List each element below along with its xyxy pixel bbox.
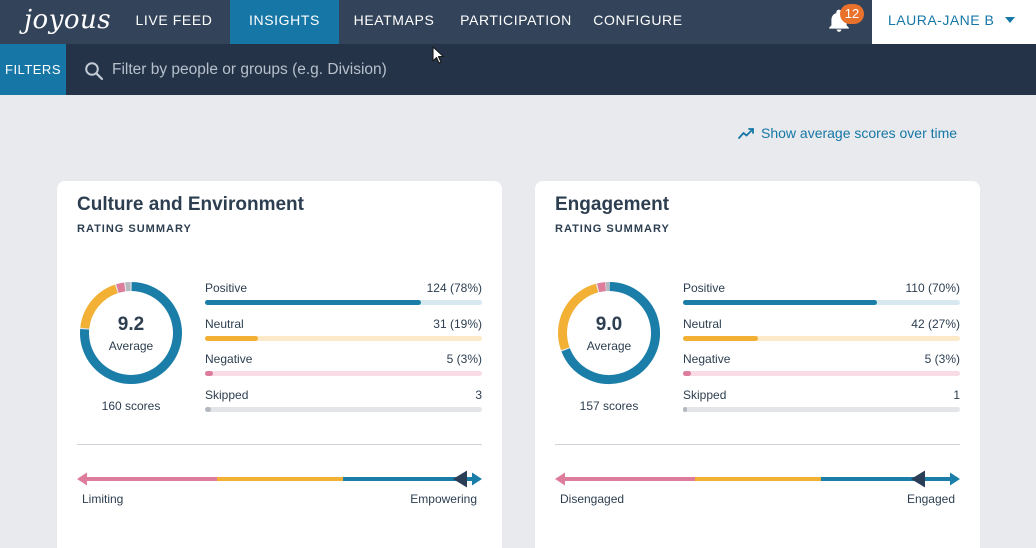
scale-score-marker: [453, 470, 467, 488]
scale-low-label: Limiting: [82, 492, 124, 506]
joyous-logo[interactable]: joyous: [24, 5, 112, 35]
negative-value: 5 (3%): [924, 352, 960, 366]
trend-line-icon: [738, 128, 754, 139]
show-average-scores-label[interactable]: Show average scores over time: [761, 125, 958, 141]
positive-bar-fill: [205, 300, 422, 305]
positive-value: 110 (70%): [905, 281, 960, 295]
neutral-label: Neutral: [205, 317, 244, 331]
top-nav: joyous LIVE FEED INSIGHTS HEATMAPS PARTI…: [0, 0, 1036, 44]
scale-low-label: Disengaged: [560, 492, 625, 506]
sentiment-scale: [77, 470, 482, 488]
search-icon: [85, 62, 104, 81]
rating-card-culture: Culture and Environment RATING SUMMARY 9…: [57, 181, 502, 548]
neutral-bar-fill: [683, 336, 758, 341]
skipped-label: Skipped: [205, 388, 249, 402]
negative-label: Negative: [205, 352, 253, 366]
card-subtitle: RATING SUMMARY: [77, 223, 192, 235]
negative-label: Negative: [683, 352, 731, 366]
show-average-scores-link[interactable]: Show average scores over time: [738, 123, 957, 143]
scale-left-arrow: [77, 472, 87, 486]
mouse-cursor-icon: [432, 46, 445, 64]
negative-bar: [683, 371, 960, 376]
rating-card-engagement: Engagement RATING SUMMARY 9.0 Average 15…: [535, 181, 980, 548]
skipped-value: 3: [475, 388, 482, 402]
rating-donut-chart: [80, 282, 182, 384]
notification-badge: 12: [840, 4, 864, 24]
donut-negative-segment: [116, 282, 126, 293]
scale-high-label: Empowering: [410, 492, 477, 506]
negative-value: 5 (3%): [446, 352, 482, 366]
scale-right-arrow: [950, 472, 960, 486]
donut-negative-segment: [597, 282, 606, 293]
positive-bar-fill: [683, 300, 877, 305]
neutral-value: 31 (19%): [433, 317, 482, 331]
average-label: Average: [586, 339, 632, 353]
skipped-bar: [683, 407, 960, 412]
search-input[interactable]: [112, 52, 712, 88]
skipped-bar: [205, 407, 482, 412]
neutral-bar: [205, 336, 482, 341]
skipped-label: Skipped: [683, 388, 727, 402]
scale-score-marker: [911, 470, 925, 488]
donut-positive-segment: [561, 282, 660, 384]
scale-right-arrow: [472, 472, 482, 486]
divider: [77, 444, 482, 445]
card-title: Engagement: [555, 194, 670, 215]
filters-button[interactable]: FILTERS: [0, 44, 66, 95]
positive-bar: [205, 300, 482, 305]
skipped-bar-fill: [205, 407, 211, 412]
negative-bar-fill: [205, 371, 214, 376]
score-count: 157 scores: [579, 399, 639, 413]
average-score: 9.2: [117, 314, 145, 335]
sentiment-scale: [555, 470, 960, 488]
donut-positive-segment: [80, 282, 182, 384]
skipped-bar-fill: [683, 407, 687, 412]
neutral-bar-fill: [205, 336, 258, 341]
positive-label: Positive: [205, 281, 248, 295]
positive-bar: [683, 300, 960, 305]
positive-value: 124 (78%): [426, 281, 482, 295]
card-title: Culture and Environment: [77, 194, 304, 215]
user-name[interactable]: LAURA-JANE B: [888, 12, 995, 28]
positive-label: Positive: [683, 281, 726, 295]
nav-insights[interactable]: INSIGHTS: [230, 0, 339, 44]
neutral-bar: [683, 336, 960, 341]
negative-bar-fill: [683, 371, 692, 376]
card-subtitle: RATING SUMMARY: [555, 223, 670, 235]
divider: [555, 444, 960, 445]
nav-live-feed[interactable]: LIVE FEED: [135, 12, 213, 28]
negative-bar: [205, 371, 482, 376]
donut-neutral-segment: [80, 284, 118, 329]
donut-neutral-segment: [558, 283, 599, 351]
scale-left-arrow: [555, 472, 565, 486]
filter-bar: FILTERS: [0, 44, 1036, 95]
scale-high-label: Engaged: [906, 492, 955, 506]
average-score: 9.0: [595, 314, 623, 335]
chevron-down-icon[interactable]: [1005, 17, 1015, 23]
nav-heatmaps[interactable]: HEATMAPS: [353, 12, 435, 28]
neutral-label: Neutral: [683, 317, 722, 331]
average-label: Average: [108, 339, 154, 353]
skipped-value: 1: [953, 388, 960, 402]
user-menu[interactable]: LAURA-JANE B: [872, 0, 1036, 44]
neutral-value: 42 (27%): [911, 317, 960, 331]
score-count: 160 scores: [101, 399, 161, 413]
nav-participation[interactable]: PARTICIPATION: [460, 12, 572, 28]
rating-donut-chart: [558, 282, 660, 384]
nav-configure[interactable]: CONFIGURE: [593, 12, 683, 28]
